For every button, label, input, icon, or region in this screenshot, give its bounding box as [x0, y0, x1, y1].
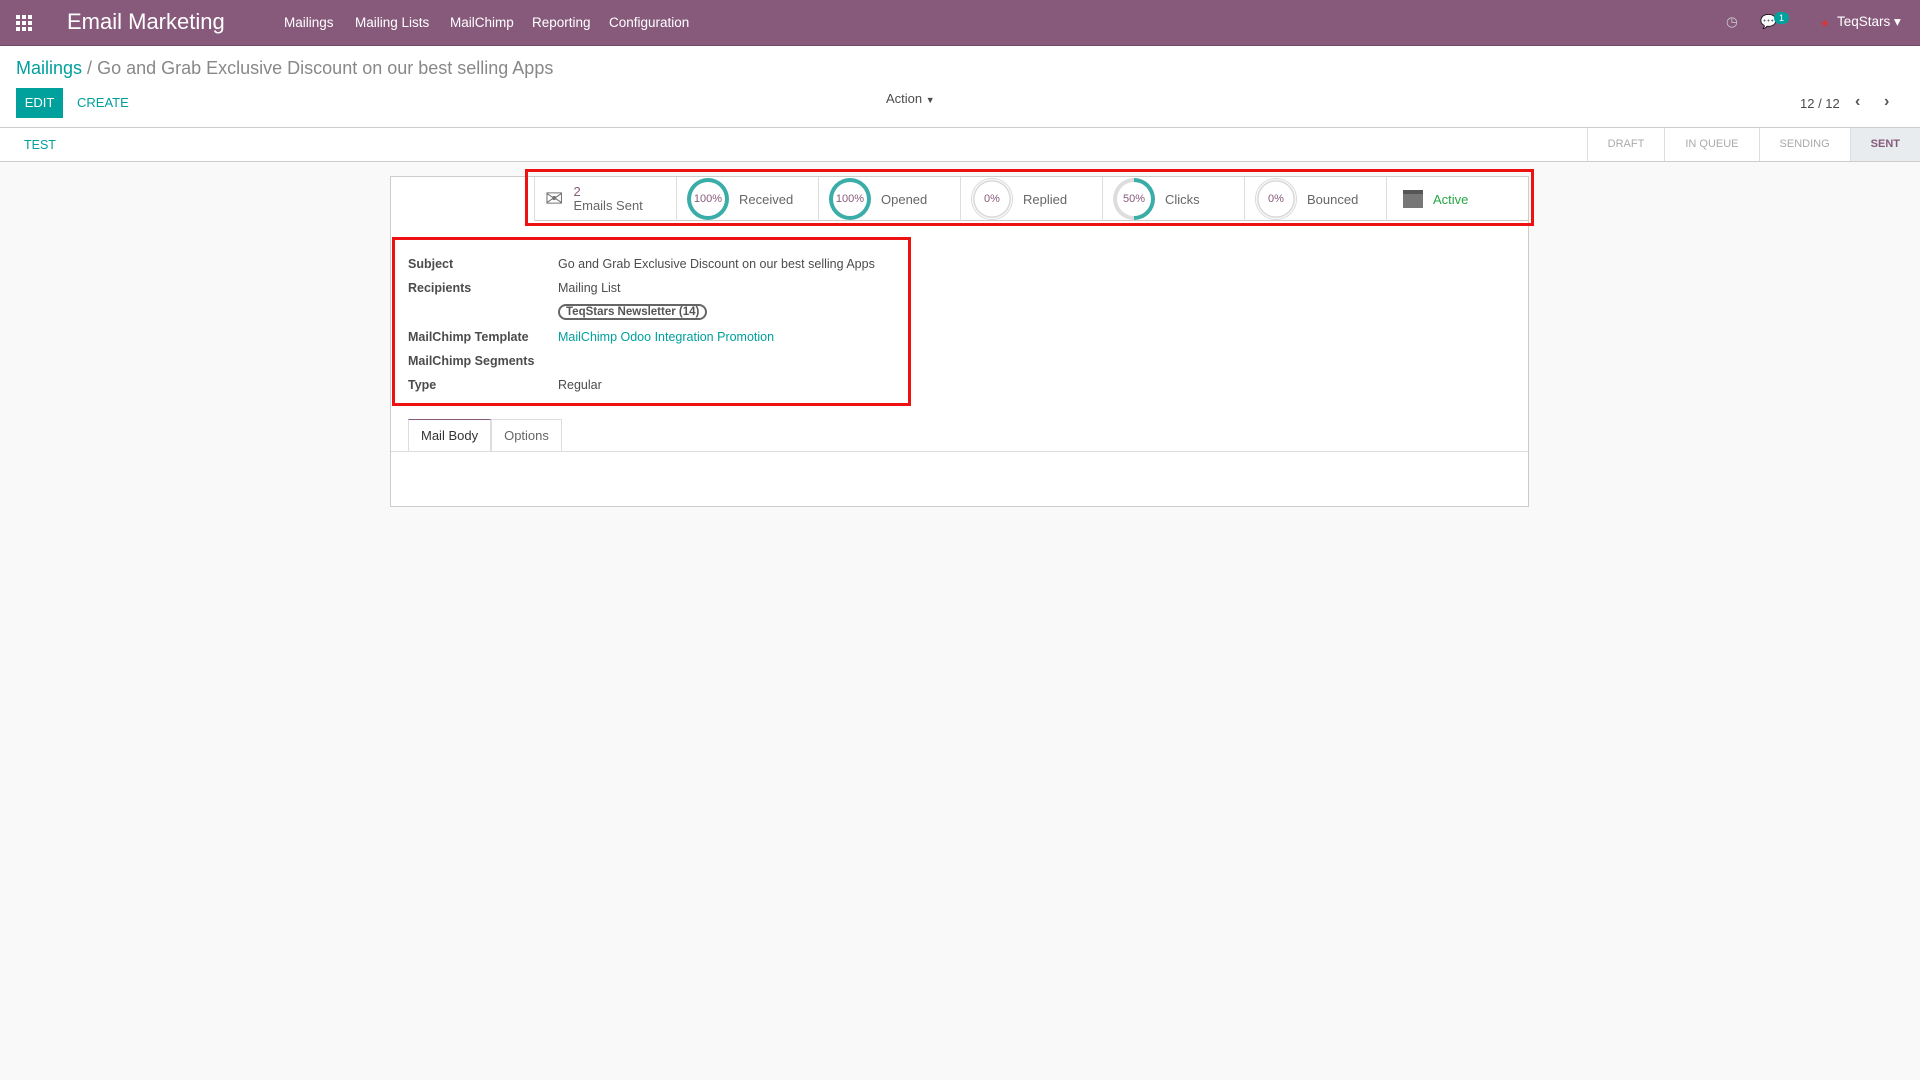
stat-buttons: ✉ 2 Emails Sent 100% Received 100% Opened 0… — [534, 177, 1528, 221]
menu-mailing-lists[interactable]: Mailing Lists — [355, 15, 430, 30]
emails-sent-label: Emails Sent — [573, 198, 643, 213]
type-value: Regular — [558, 378, 602, 392]
tab-options[interactable]: Options — [491, 419, 562, 451]
segments-label: MailChimp Segments — [408, 354, 535, 368]
activity-clock-icon[interactable]: ◷ — [1726, 14, 1738, 29]
received-value: 100% — [691, 182, 725, 216]
opened-gauge: 100% — [829, 178, 871, 220]
opened-label: Opened — [881, 191, 928, 207]
emails-sent-count: 2 — [573, 184, 581, 199]
tab-divider — [391, 451, 1528, 452]
test-button[interactable]: TEST — [24, 138, 56, 152]
clicks-label: Clicks — [1165, 191, 1200, 207]
apps-menu-icon[interactable] — [16, 15, 34, 31]
bounced-button[interactable]: 0% Bounced — [1244, 177, 1386, 221]
opened-button[interactable]: 100% Opened — [818, 177, 960, 221]
top-navbar: Email Marketing Mailings Mailing Lists M… — [0, 0, 1920, 46]
archive-icon — [1403, 190, 1423, 208]
app-title: Email Marketing — [67, 9, 225, 34]
user-name: TeqStars — [1837, 14, 1891, 29]
received-gauge: 100% — [687, 178, 729, 220]
user-menu[interactable]: TeqStars ▾ — [1837, 14, 1901, 29]
subject-label: Subject — [408, 257, 454, 271]
menu-reporting[interactable]: Reporting — [532, 15, 591, 30]
subject-value: Go and Grab Exclusive Discount on our be… — [558, 257, 875, 271]
active-label: Active — [1433, 191, 1469, 207]
form-sheet: ✉ 2 Emails Sent 100% Received 100% Opened 0… — [390, 176, 1529, 507]
replied-gauge: 0% — [971, 178, 1013, 220]
recipients-value: Mailing List — [558, 281, 621, 295]
clicks-value: 50% — [1117, 182, 1151, 216]
status-bar: TEST DRAFT IN QUEUE SENDING SENT — [0, 128, 1920, 162]
company-star-icon: ★ — [1820, 18, 1830, 30]
tab-mail-body[interactable]: Mail Body — [408, 419, 492, 451]
active-toggle-button[interactable]: Active — [1386, 177, 1528, 221]
chat-count-badge: 1 — [1774, 12, 1790, 24]
menu-mailchimp[interactable]: MailChimp — [450, 15, 514, 30]
recipients-label: Recipients — [408, 281, 472, 295]
stage-pipeline: DRAFT IN QUEUE SENDING SENT — [1586, 128, 1920, 161]
create-button[interactable]: CREATE — [77, 95, 129, 110]
stage-sending[interactable]: SENDING — [1758, 128, 1850, 161]
clicks-button[interactable]: 50% Clicks — [1102, 177, 1244, 221]
bounced-value: 0% — [1259, 182, 1293, 216]
opened-value: 100% — [833, 182, 867, 216]
stage-sent[interactable]: SENT — [1849, 128, 1920, 161]
received-label: Received — [739, 191, 794, 207]
template-label: MailChimp Template — [408, 330, 529, 344]
highlight-box-fields — [392, 237, 911, 406]
highlight-box-stats — [525, 169, 1534, 226]
stage-in-queue[interactable]: IN QUEUE — [1664, 128, 1758, 161]
envelope-icon: ✉ — [545, 186, 564, 211]
type-label: Type — [408, 378, 437, 392]
template-link[interactable]: MailChimp Odoo Integration Promotion — [558, 330, 775, 344]
breadcrumb-current: Go and Grab Exclusive Discount on our be… — [97, 58, 554, 78]
received-button[interactable]: 100% Received — [676, 177, 818, 221]
bounced-label: Bounced — [1307, 191, 1359, 207]
chat-icon[interactable]: 💬 — [1760, 14, 1777, 29]
stage-draft[interactable]: DRAFT — [1586, 128, 1665, 161]
menu-mailings[interactable]: Mailings — [284, 15, 334, 30]
edit-button[interactable]: EDIT — [16, 88, 63, 118]
bounced-gauge: 0% — [1255, 178, 1297, 220]
notebook-tabs: Mail Body Options — [408, 419, 562, 451]
clicks-gauge: 50% — [1113, 178, 1155, 220]
pager-prev-icon[interactable]: ‹ — [1855, 93, 1861, 110]
replied-value: 0% — [975, 182, 1009, 216]
control-panel: Mailings / Go and Grab Exclusive Discoun… — [0, 46, 1920, 128]
caret-down-icon: ▼ — [925, 95, 935, 105]
breadcrumb-mailings[interactable]: Mailings — [16, 58, 83, 78]
breadcrumb: Mailings / Go and Grab Exclusive Discoun… — [16, 58, 553, 79]
emails-sent-button[interactable]: ✉ 2 Emails Sent — [534, 177, 676, 221]
mailing-list-tag[interactable]: TeqStars Newsletter (14) — [558, 304, 708, 320]
replied-button[interactable]: 0% Replied — [960, 177, 1102, 221]
action-dropdown[interactable]: Action ▼ — [886, 91, 935, 106]
breadcrumb-separator: / — [87, 58, 93, 78]
pager-value: 12 / 12 — [1800, 96, 1840, 111]
menu-configuration[interactable]: Configuration — [609, 15, 690, 30]
replied-label: Replied — [1023, 191, 1068, 207]
action-label: Action — [886, 91, 923, 106]
pager-next-icon[interactable]: › — [1884, 93, 1890, 110]
